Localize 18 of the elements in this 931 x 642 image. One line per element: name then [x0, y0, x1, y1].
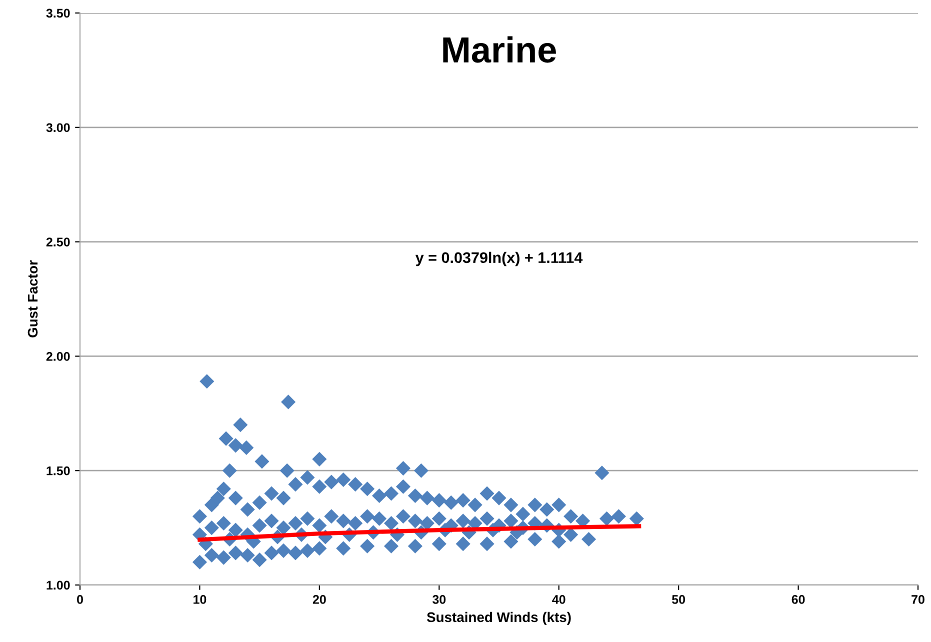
y-tick-label: 2.50 — [46, 238, 70, 246]
x-axis-title: Sustained Winds (kts) — [426, 612, 571, 625]
x-tick-label: 60 — [792, 595, 805, 604]
x-tick-label: 50 — [672, 595, 686, 604]
y-tick-label: 3.50 — [46, 8, 70, 18]
x-tick-label: 0 — [77, 595, 83, 604]
x-tick-label: 70 — [912, 595, 924, 604]
y-tick-label: 1.50 — [46, 466, 70, 476]
y-tick-label: 2.00 — [46, 352, 70, 361]
y-tick-label: 3.00 — [46, 123, 70, 132]
text: Marine — [443, 36, 556, 63]
x-tick-label: 40 — [552, 595, 566, 604]
x-tick-label: 30 — [432, 595, 446, 604]
x-tick-label: 10 — [194, 595, 206, 604]
y-axis-title: Gust Factor — [28, 260, 38, 338]
y-tick-label: 1.00 — [46, 580, 70, 590]
x-tick-label: 20 — [312, 595, 326, 604]
annotation: y = 0.0379ln(x) + 1.1114 — [415, 252, 583, 266]
